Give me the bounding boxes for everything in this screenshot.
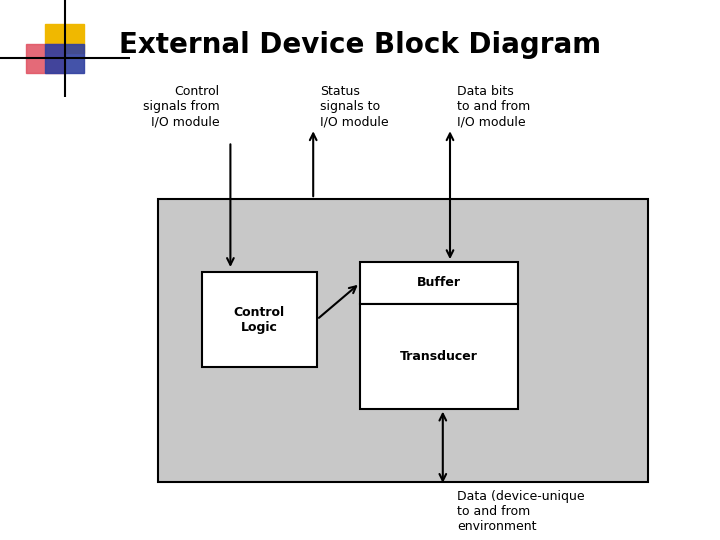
FancyBboxPatch shape bbox=[360, 262, 518, 304]
Text: Control
Logic: Control Logic bbox=[233, 306, 285, 334]
Bar bbox=[45, 44, 84, 73]
FancyBboxPatch shape bbox=[158, 199, 648, 482]
Bar bbox=[26, 44, 65, 73]
Text: Buffer: Buffer bbox=[417, 276, 462, 289]
Text: Control
signals from
I/O module: Control signals from I/O module bbox=[143, 85, 220, 129]
Text: External Device Block Diagram: External Device Block Diagram bbox=[119, 31, 601, 58]
Text: Data (device-unique
to and from
environment: Data (device-unique to and from environm… bbox=[457, 490, 585, 533]
FancyBboxPatch shape bbox=[360, 304, 518, 409]
Text: Status
signals to
I/O module: Status signals to I/O module bbox=[320, 85, 389, 129]
Bar bbox=[45, 24, 84, 53]
Text: Transducer: Transducer bbox=[400, 350, 478, 363]
FancyBboxPatch shape bbox=[202, 273, 317, 367]
Text: Data bits
to and from
I/O module: Data bits to and from I/O module bbox=[457, 85, 531, 129]
